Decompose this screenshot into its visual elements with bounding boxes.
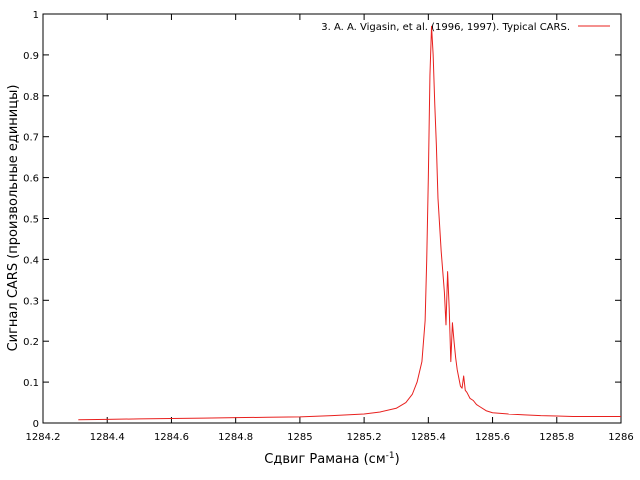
y-axis-title: Сигнал CARS (произвольные единицы) [6,85,21,352]
x-tick-label: 1284.6 [154,432,189,443]
series-line-0 [78,25,621,421]
x-tick-label: 1285.6 [475,432,510,443]
y-tick-label: 0.6 [23,174,39,185]
x-axis-ticks: 1284.2 1284.4 1284.6 1284.8 1285 1285.2 1285.4… [26,14,634,443]
x-tick-label: 1285.2 [347,432,382,443]
x-tick-label: 1285 [287,432,312,443]
y-axis-ticks: 0 0.1 0.2 0.3 0.4 0.5 0.6 0.7 0.8 0.9 1 [23,10,621,430]
series-layer [78,25,621,421]
x-axis-title-superscript: -1 [386,451,395,461]
x-tick-label: 1285.4 [411,432,446,443]
y-tick-label: 0.4 [23,255,39,266]
y-tick-label: 0.9 [23,51,39,62]
y-tick-label: 0.3 [23,296,39,307]
y-tick-label: 0.7 [23,133,39,144]
plot-area [42,13,622,424]
y-tick-label: 0.1 [23,378,39,389]
y-tick-label: 0.2 [23,337,39,348]
legend: 3. A. A. Vigasin, et al. (1996, 1997). T… [321,22,610,33]
y-tick-label: 1 [33,10,39,21]
x-tick-label: 1284.2 [26,432,61,443]
x-axis-title-tail: ) [395,452,400,467]
x-tick-label: 1285.8 [539,432,574,443]
legend-entry-label: 3. A. A. Vigasin, et al. (1996, 1997). T… [321,22,570,33]
x-tick-label: 1286 [608,432,633,443]
y-tick-label: 0.8 [23,92,39,103]
x-tick-label: 1284.4 [90,432,125,443]
x-axis-title: Сдвиг Рамана (см-1) [264,451,399,467]
y-tick-label: 0 [33,419,39,430]
x-tick-label: 1284.8 [218,432,253,443]
y-tick-label: 0.5 [23,215,39,226]
